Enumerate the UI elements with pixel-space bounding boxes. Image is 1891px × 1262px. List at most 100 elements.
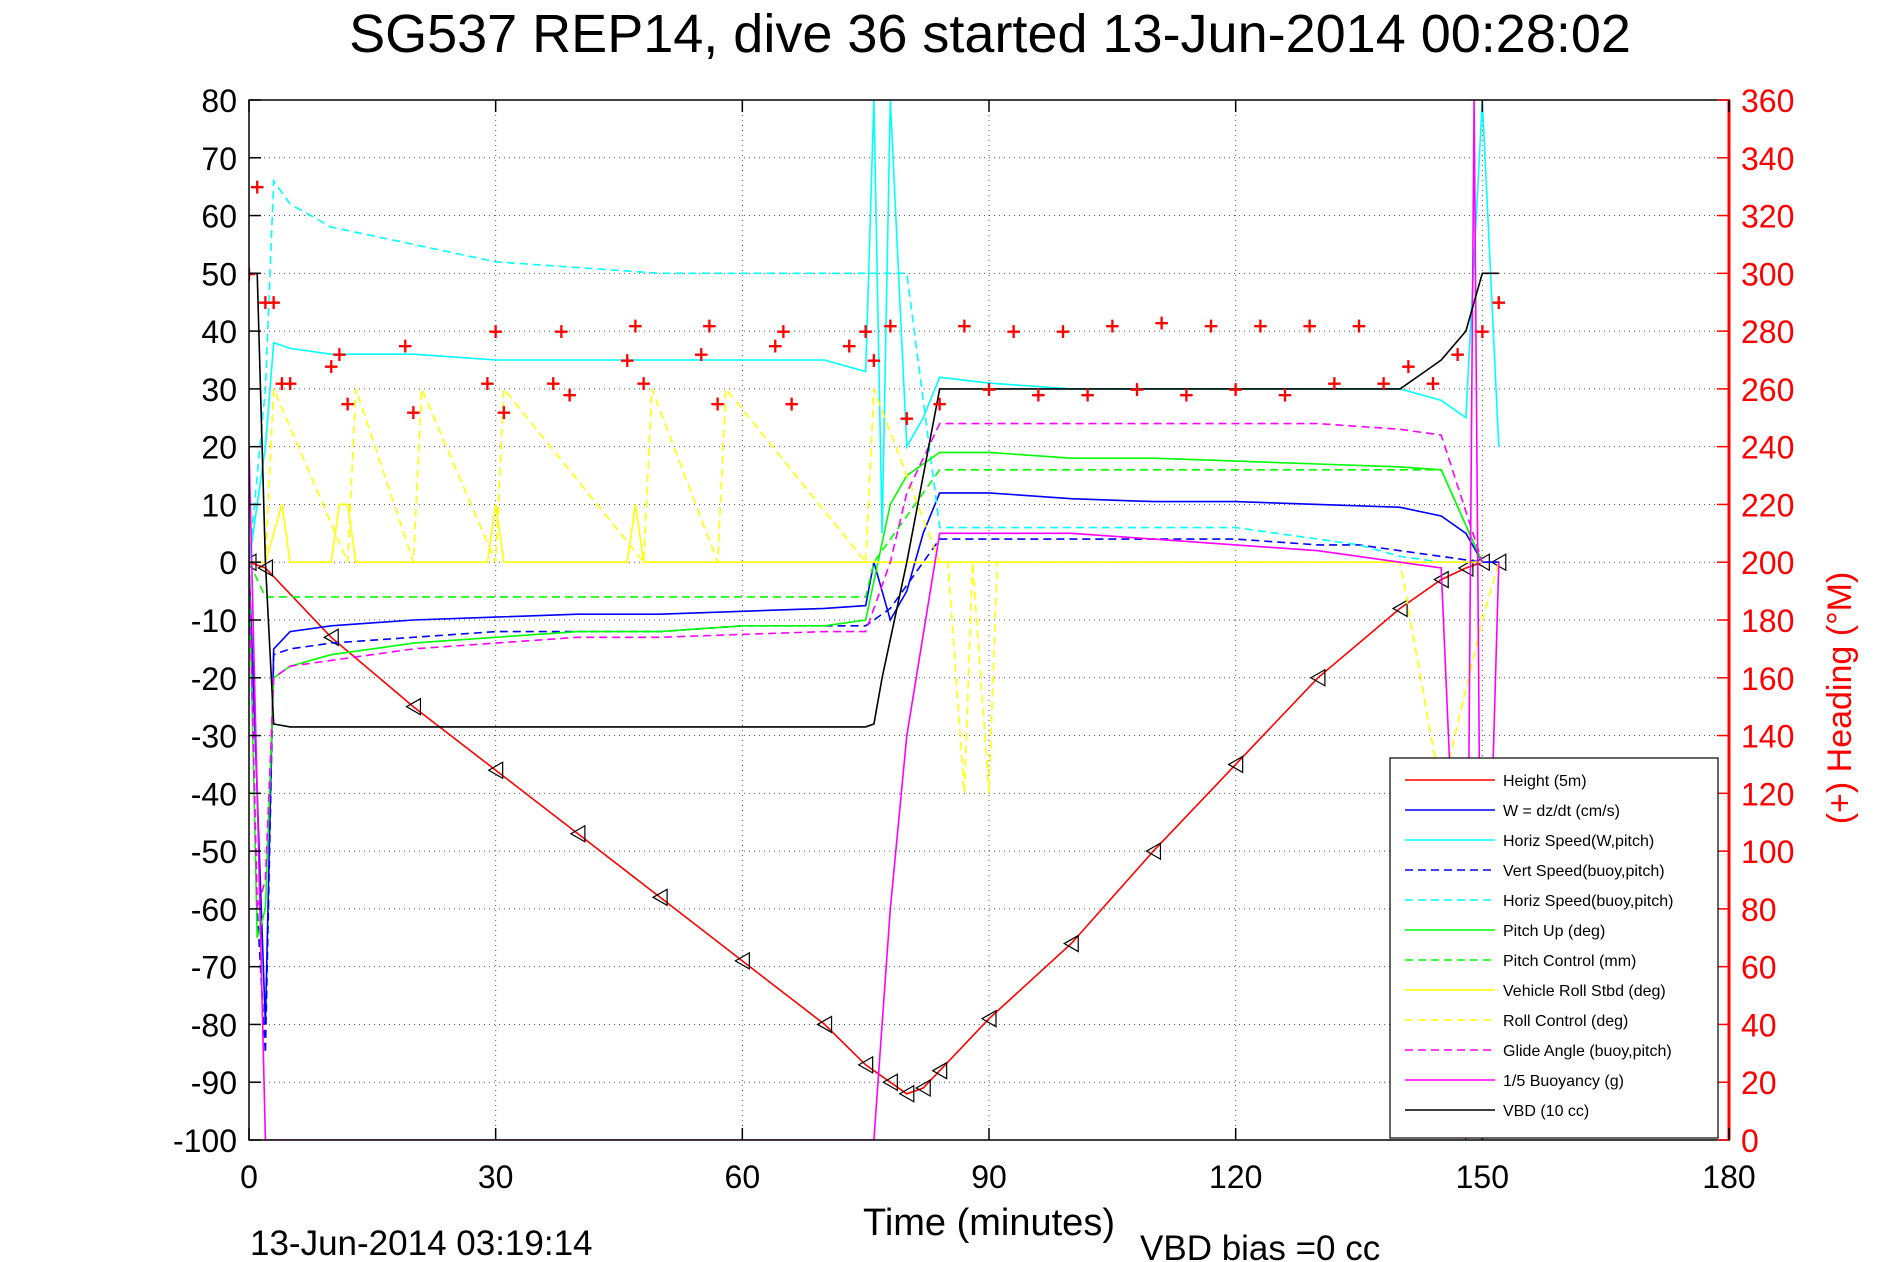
x-tick-label: 120 [1209, 1159, 1262, 1195]
right-y-tick-label: 120 [1741, 776, 1794, 812]
height-marker [980, 1009, 997, 1028]
height-marker [857, 1055, 874, 1074]
heading-marker: + [1227, 377, 1244, 401]
heading-marker: + [1252, 313, 1269, 337]
legend-label: VBD (10 cc) [1503, 1103, 1589, 1120]
heading-marker: + [1277, 383, 1294, 407]
height-marker [487, 761, 504, 780]
heading-marker: + [1490, 290, 1507, 314]
heading-marker: + [1203, 313, 1220, 337]
legend-label: Vert Speed(buoy,pitch) [1503, 863, 1665, 880]
chart-title: SG537 REP14, dive 36 started 13-Jun-2014… [349, 4, 1631, 64]
right-y-tick-label: 160 [1741, 661, 1794, 697]
right-y-tick-label: 240 [1741, 430, 1794, 466]
height-marker [323, 628, 339, 647]
right-y-tick-label: 360 [1741, 83, 1794, 119]
heading-marker: + [249, 175, 266, 199]
right-y-tick-label: 100 [1741, 834, 1794, 870]
heading-marker: + [775, 319, 792, 343]
height-marker [651, 888, 668, 907]
plot-series: ++++++++++++++++++++++++++++++++++++++++… [249, 100, 1507, 1140]
right-y-tick-label: 260 [1741, 372, 1794, 408]
heading-marker: + [1055, 319, 1072, 343]
series-glide-angle-buoy-pitch [249, 422, 1484, 910]
height-marker [405, 697, 422, 716]
y-tick-label: 50 [201, 256, 237, 292]
height-marker [915, 1078, 931, 1098]
heading-marker: + [898, 406, 915, 430]
heading-marker: + [1178, 383, 1195, 407]
series-horiz-speed-buoy-pitch [249, 178, 1483, 564]
heading-marker: + [1474, 319, 1491, 343]
heading-marker: + [323, 354, 340, 378]
right-y-tick-label: 40 [1741, 1007, 1777, 1043]
heading-marker: + [882, 313, 899, 337]
heading-marker: + [397, 334, 414, 358]
x-tick-label: 60 [725, 1159, 761, 1195]
legend-label: 1/5 Buoyancy (g) [1503, 1073, 1624, 1090]
heading-marker: + [545, 371, 562, 395]
height-marker [1145, 842, 1162, 861]
height-marker [1063, 934, 1079, 953]
heading-marker: + [1375, 371, 1392, 395]
y-tick-label: 80 [201, 83, 237, 119]
right-y-tick-label: 220 [1741, 487, 1794, 523]
right-y-tick-label: 340 [1741, 141, 1794, 177]
heading-marker: + [783, 391, 800, 415]
series-pitch-control-mm [249, 468, 1484, 598]
right-y-tick-label: 60 [1741, 950, 1777, 986]
heading-marker: + [496, 400, 513, 424]
heading-marker: + [841, 334, 858, 358]
series-heading: ++++++++++++++++++++++++++++++++++++++++… [249, 175, 1507, 430]
y-tick-label: 0 [219, 545, 237, 581]
heading-marker: + [1079, 383, 1096, 407]
y-tick-label: -70 [191, 950, 237, 986]
right-y-tick-label: 300 [1741, 256, 1794, 292]
heading-marker: + [487, 319, 504, 343]
height-marker [569, 824, 586, 843]
heading-marker: + [265, 290, 282, 314]
heading-marker: + [339, 391, 356, 415]
y-tick-label: -20 [191, 661, 237, 697]
heading-marker: + [1030, 383, 1047, 407]
y-tick-label: 20 [201, 430, 237, 466]
heading-marker: + [553, 319, 570, 343]
heading-marker: + [282, 371, 299, 395]
heading-marker: + [981, 377, 998, 401]
heading-marker: + [709, 391, 726, 415]
series-pitch-up-deg [249, 451, 1484, 939]
heading-marker: + [1449, 342, 1466, 366]
y-tick-label: 40 [201, 314, 237, 350]
series-roll-control-deg [249, 386, 1500, 794]
series-1-5-buoyancy-g [249, 100, 1500, 1140]
y-tick-label: -10 [191, 603, 237, 639]
legend-label: Roll Control (deg) [1503, 1013, 1628, 1030]
heading-marker: + [1351, 313, 1368, 337]
heading-marker: + [1400, 354, 1417, 378]
legend-box [1389, 757, 1719, 1139]
heading-marker: + [701, 313, 718, 337]
series-vbd-10-cc [249, 272, 1499, 728]
height-marker [1227, 755, 1244, 774]
legend-label: Height (5m) [1503, 773, 1587, 790]
heading-marker: + [1005, 319, 1022, 343]
legend-label: W = dz/dt (cm/s) [1503, 803, 1620, 820]
x-tick-label: 0 [240, 1159, 258, 1195]
timestamp-footer: 13-Jun-2014 03:19:14 [250, 1224, 593, 1262]
right-y-tick-label: 200 [1741, 545, 1794, 581]
heading-marker: + [1425, 371, 1442, 395]
right-y-tick-label: 180 [1741, 603, 1794, 639]
y-tick-label: 10 [201, 487, 237, 523]
heading-marker: + [857, 319, 874, 343]
series-vert-speed-buoy-pitch [249, 538, 1483, 1054]
heading-marker: + [767, 334, 784, 358]
height-marker [1457, 558, 1474, 578]
right-y-tick-label: 280 [1741, 314, 1794, 350]
right-axis-label: (+) Heading (°M) [1821, 572, 1859, 825]
legend-label: Horiz Speed(buoy,pitch) [1503, 893, 1673, 910]
heading-marker: + [931, 391, 948, 415]
heading-marker: + [635, 371, 652, 395]
heading-marker: + [257, 290, 274, 314]
height-marker [816, 1015, 833, 1034]
